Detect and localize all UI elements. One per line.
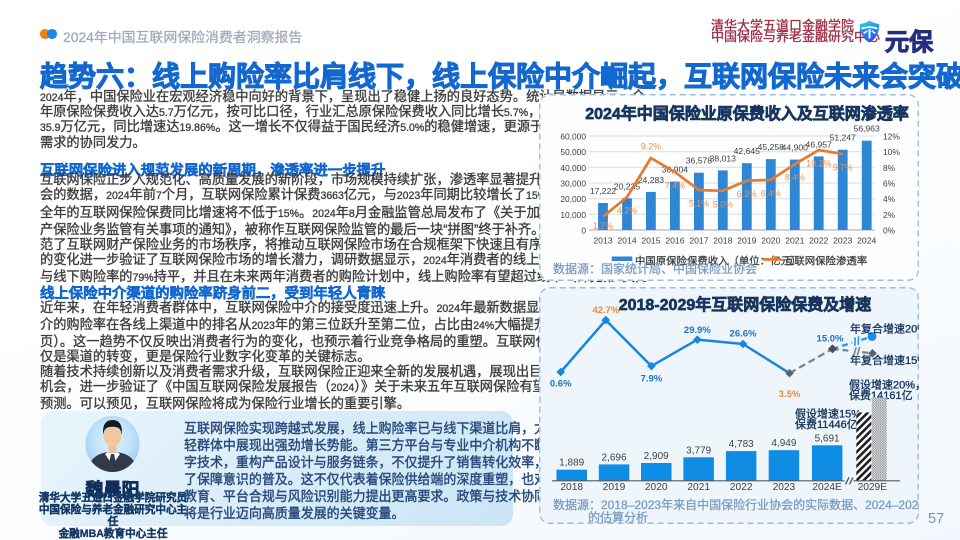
svg-text:的估算分析: 的估算分析 xyxy=(588,510,648,525)
svg-text:56,963: 56,963 xyxy=(854,124,881,134)
svg-text:2024E: 2024E xyxy=(812,482,842,493)
svg-text:60,000: 60,000 xyxy=(560,132,586,142)
svg-text:40,000: 40,000 xyxy=(560,163,586,173)
svg-text:2,696: 2,696 xyxy=(601,452,626,463)
svg-text:2022: 2022 xyxy=(730,482,753,493)
svg-text:2020: 2020 xyxy=(645,482,668,493)
svg-text:10%: 10% xyxy=(883,147,900,157)
svg-text:7.4%: 7.4% xyxy=(665,181,685,191)
svg-text:0%: 0% xyxy=(883,226,896,236)
svg-text:数据源：2018–2023年来自中国保险行业协会的实际数据、: 数据源：2018–2023年来自中国保险行业协会的实际数据、2024–2029年… xyxy=(553,497,919,512)
svg-text:年复合增速20%: 年复合增速20% xyxy=(850,322,919,336)
svg-text:12%: 12% xyxy=(883,132,900,142)
svg-text:24,283: 24,283 xyxy=(638,175,665,185)
svg-text:4.2%: 4.2% xyxy=(617,206,637,216)
svg-text:保费14161亿: 保费14161亿 xyxy=(849,388,913,402)
svg-text:1,889: 1,889 xyxy=(559,458,584,469)
svg-text:2016: 2016 xyxy=(665,236,684,246)
svg-text:保费11446亿: 保费11446亿 xyxy=(795,417,858,431)
svg-text:5.0%: 5.0% xyxy=(713,199,733,209)
svg-text:45,258: 45,258 xyxy=(758,142,785,152)
svg-text:30,000: 30,000 xyxy=(560,179,586,189)
svg-text:年复合增速15%: 年复合增速15% xyxy=(850,353,919,367)
svg-text:假设增速15%，: 假设增速15%， xyxy=(795,407,872,421)
svg-text:30,904: 30,904 xyxy=(662,165,689,175)
svg-text:20,235: 20,235 xyxy=(614,181,641,191)
svg-text:44,900: 44,900 xyxy=(782,143,809,153)
svg-text:6%: 6% xyxy=(883,179,896,189)
svg-text:2019: 2019 xyxy=(603,482,626,493)
svg-text:数据源：国家统计局、中国保险业协会: 数据源：国家统计局、中国保险业协会 xyxy=(553,261,757,276)
svg-text:2014: 2014 xyxy=(617,236,636,246)
svg-text:8%: 8% xyxy=(883,163,896,173)
svg-text:15.0%: 15.0% xyxy=(817,334,844,345)
svg-text:8.4%: 8.4% xyxy=(785,173,805,183)
svg-text:29.9%: 29.9% xyxy=(684,325,711,336)
svg-text:2024: 2024 xyxy=(857,236,876,246)
svg-text:2021: 2021 xyxy=(785,236,804,246)
svg-text:17,222: 17,222 xyxy=(590,186,617,196)
svg-text:9.7%: 9.7% xyxy=(833,163,853,173)
svg-text:46,957: 46,957 xyxy=(806,139,833,149)
svg-text:2%: 2% xyxy=(883,210,896,220)
svg-text:2022: 2022 xyxy=(809,236,828,246)
svg-text:2018-2029年互联网保险保费及增速: 2018-2029年互联网保险保费及增速 xyxy=(619,295,872,314)
svg-text:38,013: 38,013 xyxy=(710,153,737,163)
svg-text:2023: 2023 xyxy=(773,482,796,493)
svg-text:51,247: 51,247 xyxy=(830,133,857,143)
svg-text:2019: 2019 xyxy=(737,236,756,246)
svg-text:5.1%: 5.1% xyxy=(689,199,709,209)
svg-text:2017: 2017 xyxy=(689,236,708,246)
svg-text:2020: 2020 xyxy=(761,236,780,246)
svg-text:4%: 4% xyxy=(883,194,896,204)
svg-text:2024年中国保险业原保费收入及互联网渗透率: 2024年中国保险业原保费收入及互联网渗透率 xyxy=(585,104,909,123)
svg-text:0: 0 xyxy=(581,226,586,236)
svg-text:3.5%: 3.5% xyxy=(779,389,801,400)
svg-text:10,000: 10,000 xyxy=(560,210,586,220)
svg-text:2021: 2021 xyxy=(687,482,710,493)
svg-text:42,645: 42,645 xyxy=(734,146,761,156)
svg-text:26.6%: 26.6% xyxy=(730,329,757,340)
svg-text:0.6%: 0.6% xyxy=(550,379,572,390)
svg-text:3,779: 3,779 xyxy=(686,445,711,456)
svg-text:中国原保险保费收入（单位：亿元）: 中国原保险保费收入（单位：亿元） xyxy=(635,255,801,268)
svg-text:2015: 2015 xyxy=(641,236,660,246)
svg-text:7.9%: 7.9% xyxy=(641,374,663,385)
svg-text:2013: 2013 xyxy=(593,236,612,246)
svg-text:互联网保险渗透率: 互联网保险渗透率 xyxy=(784,255,867,268)
svg-text:2018: 2018 xyxy=(713,236,732,246)
svg-text:2018: 2018 xyxy=(560,482,583,493)
svg-text:假设增速20%，: 假设增速20%， xyxy=(849,378,919,392)
svg-text:4,949: 4,949 xyxy=(771,438,796,449)
svg-text:2029E: 2029E xyxy=(858,482,888,493)
svg-text:1.7%: 1.7% xyxy=(593,221,613,231)
svg-text:10.2%: 10.2% xyxy=(806,159,831,169)
svg-text:6.3%: 6.3% xyxy=(737,189,757,199)
svg-text:2023: 2023 xyxy=(833,236,852,246)
svg-text:36,578: 36,578 xyxy=(686,156,713,166)
svg-text:2,909: 2,909 xyxy=(644,451,669,462)
svg-text:20,000: 20,000 xyxy=(560,194,586,204)
svg-text:42.7%: 42.7% xyxy=(592,305,619,316)
svg-text:50,000: 50,000 xyxy=(560,147,586,157)
svg-text:5,691: 5,691 xyxy=(815,433,840,444)
svg-text:4,783: 4,783 xyxy=(729,439,754,450)
svg-text:9.2%: 9.2% xyxy=(641,142,661,152)
svg-text:6.4%: 6.4% xyxy=(761,188,781,198)
